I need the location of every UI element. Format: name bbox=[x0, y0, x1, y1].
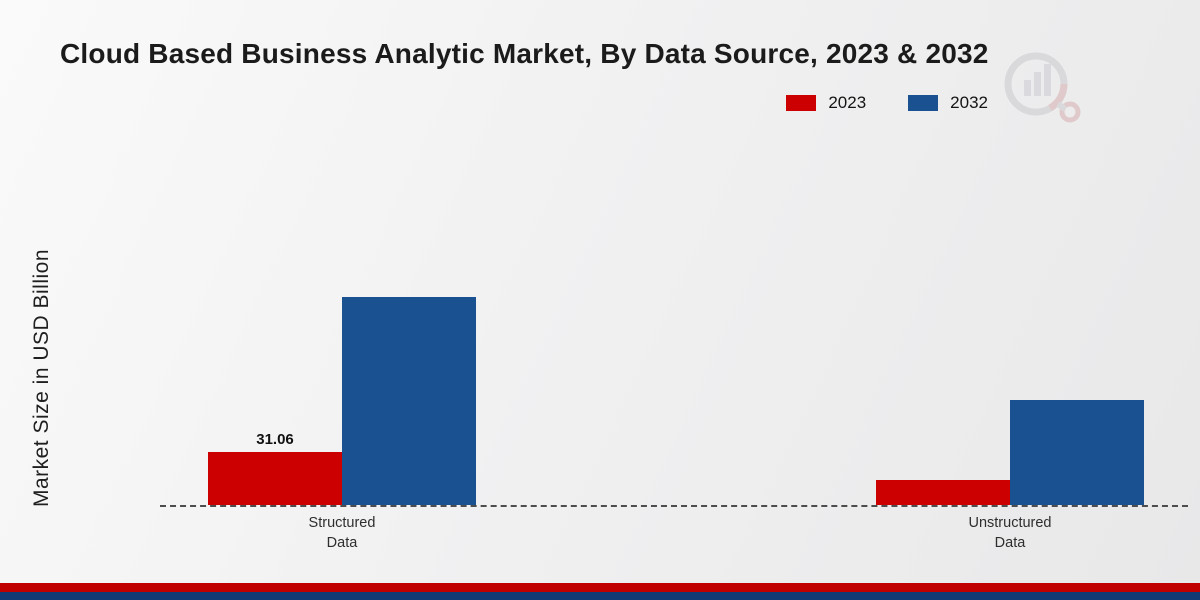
x-tick-label: Structured Data bbox=[308, 515, 376, 551]
legend-label: 2023 bbox=[828, 93, 867, 112]
legend-item-2023: 2023 bbox=[786, 93, 866, 113]
bar-2023-unstructured-data bbox=[876, 480, 1010, 505]
x-tick-label: Unstructured Data bbox=[968, 515, 1052, 551]
legend-item-2032: 2032 bbox=[908, 93, 988, 113]
footer-red-strip bbox=[0, 583, 1200, 592]
legend: 2023 2032 bbox=[786, 93, 988, 113]
bar-2032-structured-data bbox=[342, 297, 476, 505]
bar-2023-structured-data bbox=[208, 452, 342, 505]
bar-2032-unstructured-data bbox=[1010, 400, 1144, 505]
legend-swatch-2023 bbox=[786, 95, 817, 111]
legend-label: 2032 bbox=[950, 93, 988, 112]
footer-blue-strip bbox=[0, 592, 1200, 600]
x-axis-line bbox=[160, 505, 1188, 507]
bar-value-label: 31.06 bbox=[256, 431, 294, 448]
legend-swatch-2032 bbox=[908, 95, 939, 111]
chart-title: Cloud Based Business Analytic Market, By… bbox=[60, 38, 989, 69]
